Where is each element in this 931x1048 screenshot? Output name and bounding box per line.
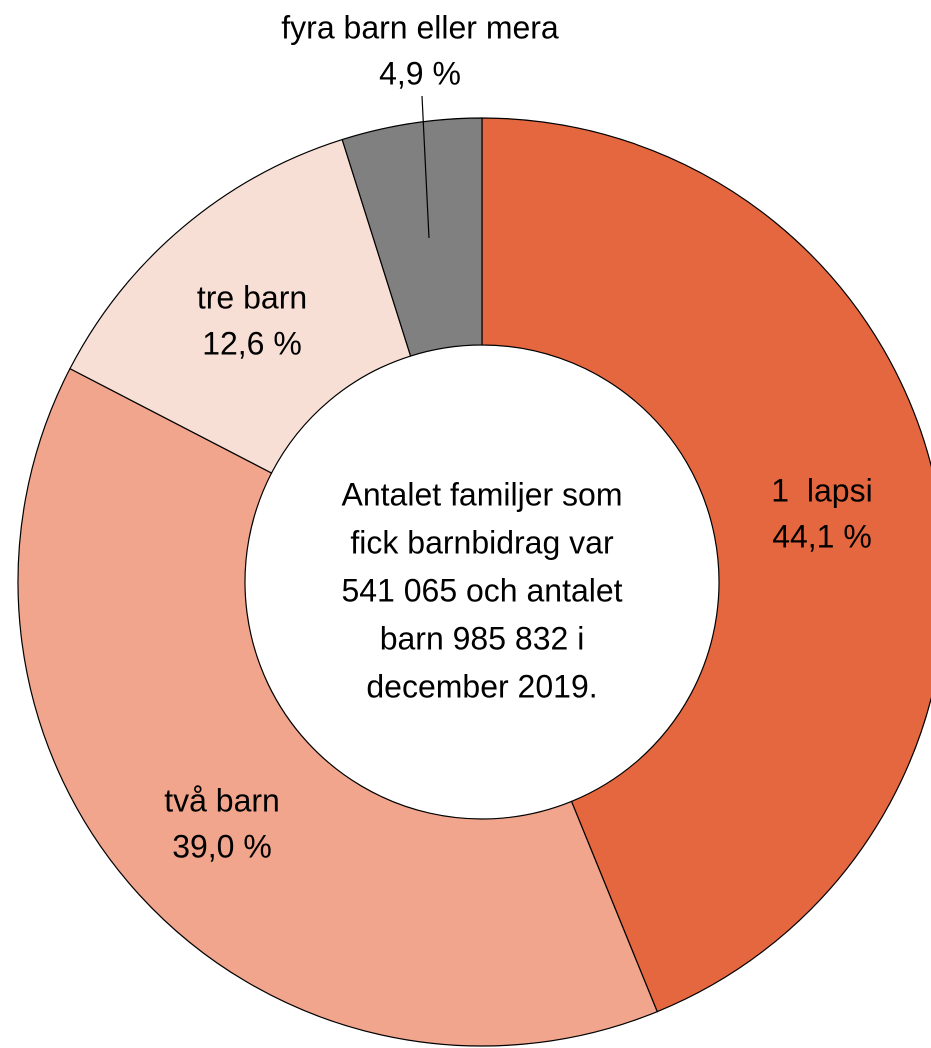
value-label: 4,9 % [379,55,461,91]
slice-label: 1 lapsi [771,472,872,508]
value-label: 39,0 % [172,828,272,864]
labels: 1 lapsi 44,1 % två barn 39,0 % tre barn 12,6 … [164,9,873,864]
center-text: 541 065 och antalet [341,572,622,608]
slice [69,138,412,474]
slice-label: två barn [164,782,280,818]
slice [17,367,659,1047]
center-text: Antalet familjer som [342,476,623,512]
leader-line [421,95,430,239]
slices [17,117,931,1047]
slice [341,117,483,357]
slice-label: tre barn [197,279,307,315]
center-text: december 2019. [366,668,597,704]
slice [481,117,931,1013]
center-text: fick barnbidrag var [350,524,614,560]
value-label: 44,1 % [772,518,872,554]
slice-label: fyra barn eller mera [281,9,559,45]
value-label: 12,6 % [202,325,302,361]
center-text: barn 985 832 i [380,620,585,656]
